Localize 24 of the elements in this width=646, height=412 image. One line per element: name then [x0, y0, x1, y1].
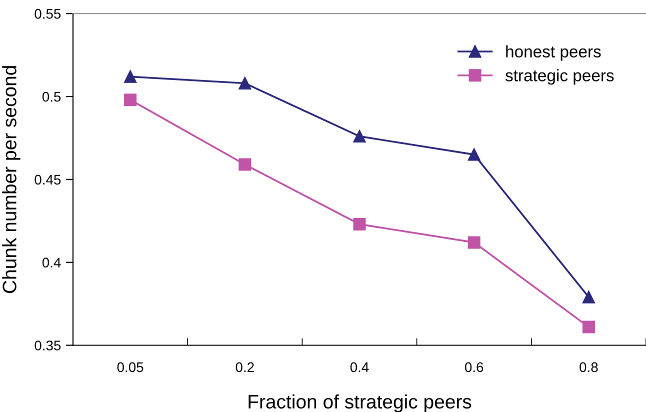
point: [353, 130, 366, 143]
point: [582, 290, 595, 304]
point: [468, 148, 480, 161]
y-tick-label: 0.5: [42, 92, 61, 102]
point: [468, 236, 480, 249]
point: [582, 320, 595, 334]
x-tick-label: 0.4: [350, 362, 369, 372]
x-tick-label: 0.2: [236, 362, 254, 372]
y-tick-label: 0.55: [34, 8, 61, 19]
x-tick-label: 0.6: [464, 362, 484, 372]
legend-label: honest peers: [506, 45, 601, 61]
legend-label: strategic peers: [505, 69, 614, 85]
y-axis-title: Chunk number per second: [2, 66, 20, 294]
point: [124, 94, 137, 106]
y-tick-label: 0.45: [34, 174, 61, 185]
y-tick-label: 0.4: [42, 258, 61, 268]
point: [238, 76, 252, 90]
x-tick-label: 0.8: [580, 362, 598, 372]
y-tick-label: 0.35: [34, 340, 61, 350]
point: [238, 158, 252, 171]
x-axis-title: Fraction of strategic peers: [248, 394, 472, 412]
point: [124, 70, 137, 83]
point: [353, 218, 366, 230]
x-tick-label: 0.05: [117, 362, 144, 372]
